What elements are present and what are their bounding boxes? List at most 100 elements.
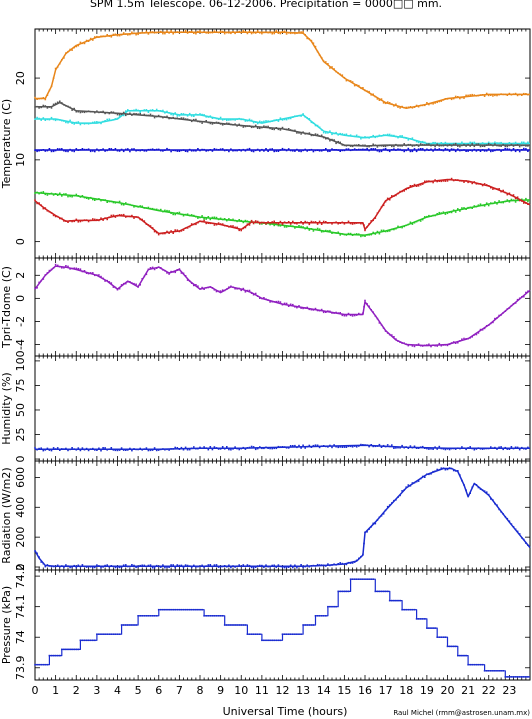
data-point [521,446,523,449]
data-point [426,344,428,346]
data-point [413,221,416,224]
data-point [168,210,170,212]
data-point [52,103,55,106]
data-point [349,445,352,448]
data-point [166,608,168,611]
data-point [221,289,224,291]
data-point [174,31,176,34]
data-point [450,148,453,150]
data-point [219,30,222,33]
y-tick-label: 0 [14,295,27,302]
data-point [164,149,166,151]
data-point [180,272,183,274]
data-point [337,590,339,593]
data-point [355,134,358,137]
data-point [300,150,302,153]
data-point [384,147,387,150]
data-point [459,180,461,182]
data-point [457,96,459,98]
data-point [236,220,238,223]
data-point [188,148,191,151]
data-point [182,214,185,217]
data-point [273,447,275,450]
data-point [314,307,317,310]
data-point [168,32,170,34]
data-point [143,32,146,34]
data-point [415,344,418,346]
data-point [419,344,422,347]
data-point [481,329,484,331]
data-point [345,222,348,224]
data-point [525,142,527,145]
data-point [312,42,315,44]
data-point [347,561,350,564]
data-point [454,470,457,472]
data-point [147,33,150,35]
data-point [129,215,131,218]
data-point [446,645,449,648]
data-point [351,223,354,225]
data-point [463,143,465,146]
data-point [81,564,84,566]
data-point [238,219,240,221]
data-point [446,212,449,215]
data-point [337,140,339,143]
data-point [407,344,410,347]
data-point [236,125,238,127]
data-point [228,448,230,451]
data-point [469,663,471,666]
data-point [430,144,432,147]
data-point [213,615,216,617]
data-point [92,218,94,220]
data-point [125,564,127,566]
data-point [265,120,267,122]
data-point [494,187,496,190]
data-point [496,448,498,450]
data-point [106,279,108,282]
data-point [527,145,529,147]
data-point [69,106,71,109]
data-point [440,149,443,151]
data-point [145,565,148,568]
data-point [506,193,509,196]
data-point [360,443,362,446]
data-point [75,193,78,196]
data-point [104,35,106,38]
data-point [104,120,106,122]
data-point [157,148,160,151]
data-point [131,31,133,34]
data-point [145,615,148,617]
data-point [143,220,146,222]
data-point [343,223,346,225]
data-point [203,148,205,151]
data-point [242,287,245,290]
data-point [178,608,181,611]
data-point [188,225,191,228]
data-point [129,565,131,568]
data-point [184,150,187,152]
data-point [36,116,38,119]
data-point [184,564,187,566]
data-point [504,200,507,203]
data-point [277,564,280,566]
data-point [254,633,257,635]
data-point [85,566,88,568]
data-point [349,222,352,225]
data-point [265,639,267,642]
data-point [213,216,216,219]
data-point [281,223,284,226]
data-point [236,149,238,152]
data-point [118,200,121,203]
data-point [397,145,399,147]
data-point [209,564,212,566]
data-point [366,303,368,305]
data-point [436,149,438,151]
data-point [325,615,327,617]
data-point [343,144,346,147]
data-point [277,120,280,122]
data-point [504,516,507,518]
data-point [118,115,121,117]
data-point [494,317,496,320]
data-point [287,117,290,120]
data-point [238,624,240,626]
